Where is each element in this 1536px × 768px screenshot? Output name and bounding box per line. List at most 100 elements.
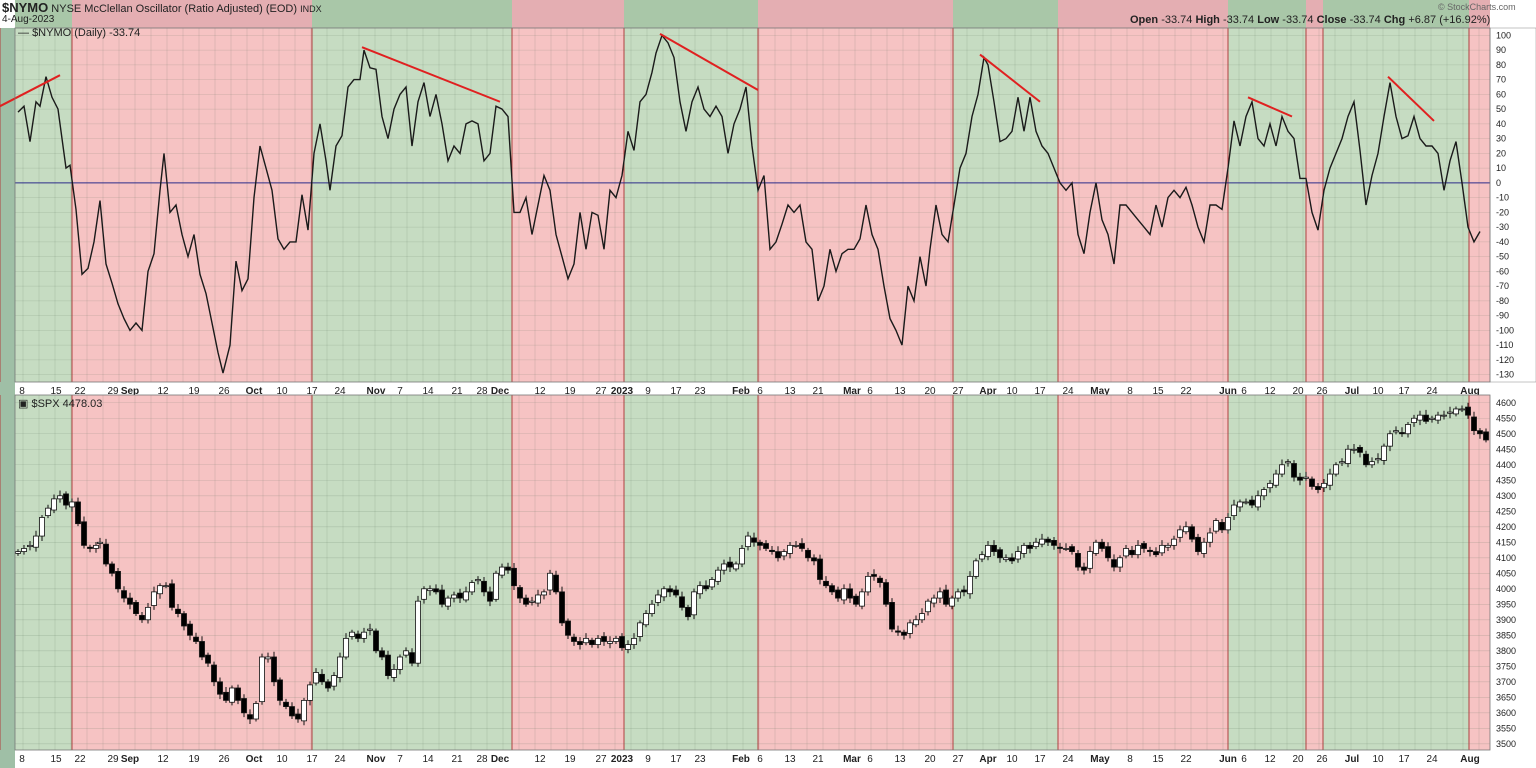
nymo-xtick-label: 15 bbox=[1152, 386, 1164, 397]
spx-xtick-label: 13 bbox=[894, 754, 906, 765]
spx-xtick-label: Aug bbox=[1460, 754, 1479, 765]
nymo-ytick-label: -100 bbox=[1496, 325, 1514, 335]
spx-candle-body bbox=[721, 563, 727, 571]
spx-xtick-label: Jul bbox=[1345, 754, 1360, 765]
spx-xtick-label: Apr bbox=[979, 754, 996, 765]
spx-candle-body bbox=[589, 639, 595, 645]
nymo-zone-red bbox=[512, 28, 624, 382]
header-zone bbox=[15, 0, 72, 28]
spx-candle-body bbox=[151, 591, 157, 606]
spx-frame bbox=[14, 394, 1491, 751]
high-label: High bbox=[1195, 14, 1220, 26]
divergence-trend-line bbox=[659, 33, 759, 91]
header-date: 4-Aug-2023 bbox=[2, 14, 55, 25]
nymo-ytick-label: 100 bbox=[1496, 30, 1511, 40]
high-value: -33.74 bbox=[1222, 14, 1255, 26]
header-zone bbox=[1469, 0, 1490, 28]
spx-candle-body bbox=[817, 558, 823, 580]
spx-xtick-label: 26 bbox=[1316, 754, 1328, 765]
spx-candle-body bbox=[655, 594, 661, 603]
spx-candle-body bbox=[601, 636, 607, 642]
divergence-trend-line bbox=[1387, 75, 1435, 122]
spx-candle-body bbox=[811, 557, 817, 562]
spx-ytick-label: 3550 bbox=[1496, 723, 1516, 733]
spx-candle-body bbox=[121, 590, 127, 599]
spx-candle-body bbox=[247, 714, 253, 720]
nymo-xtick-label: 9 bbox=[645, 386, 651, 397]
spx-candle-body bbox=[517, 587, 523, 599]
spx-candle-body bbox=[1039, 538, 1045, 545]
spx-candle-body bbox=[1249, 499, 1255, 506]
spx-candle-body bbox=[787, 544, 793, 554]
header-zone bbox=[1306, 0, 1323, 28]
spx-candle-body bbox=[1417, 414, 1423, 421]
spx-xtick-label: 20 bbox=[1292, 754, 1304, 765]
spx-ytick-label: 4400 bbox=[1496, 460, 1516, 470]
spx-candle-body bbox=[415, 600, 421, 664]
nymo-zone-green bbox=[1228, 28, 1306, 382]
spx-zone-red bbox=[512, 395, 624, 750]
open-label: Open bbox=[1130, 14, 1159, 26]
header-zone bbox=[1323, 0, 1469, 28]
spx-candle-body bbox=[1243, 501, 1249, 504]
spx-candle-body bbox=[709, 579, 715, 588]
spx-candle-body bbox=[703, 585, 709, 590]
spx-candle-body bbox=[307, 684, 313, 701]
spx-candle-body bbox=[985, 544, 991, 557]
spx-candle-body bbox=[75, 501, 81, 525]
nymo-xtick-label: 17 bbox=[1398, 386, 1410, 397]
spx-candle-body bbox=[1051, 540, 1057, 546]
spx-ytick-label: 3950 bbox=[1496, 599, 1516, 609]
spx-candle-body bbox=[799, 543, 805, 549]
header-left: $NYMO NYSE McClellan Oscillator (Ratio A… bbox=[2, 0, 322, 15]
spx-candle-body bbox=[1225, 517, 1231, 531]
spx-candle-body bbox=[1123, 548, 1129, 557]
spx-panel: 4600 4550 4500 4450 4400 4350 4300 4250 4200 4150… bbox=[0, 394, 1516, 765]
spx-candle-body bbox=[1357, 446, 1363, 453]
spx-xtick-label: 6 bbox=[1241, 754, 1247, 765]
spx-ytick-label: 4150 bbox=[1496, 537, 1516, 547]
spx-legend-text: $SPX 4478.03 bbox=[31, 398, 103, 410]
spx-candle-body bbox=[1195, 536, 1201, 552]
spx-candle-body bbox=[1177, 529, 1183, 538]
spx-candle-body bbox=[943, 589, 949, 605]
spx-candle-body bbox=[1171, 538, 1177, 546]
spx-candle-body bbox=[583, 637, 589, 644]
spx-candle-body bbox=[487, 591, 493, 602]
spx-candle-body bbox=[349, 631, 355, 637]
spx-candle-body bbox=[1213, 520, 1219, 532]
nymo-ytick-label: 10 bbox=[1496, 163, 1506, 173]
spx-candle-body bbox=[1135, 544, 1141, 556]
spx-candle-body bbox=[1081, 566, 1087, 571]
spx-xtick-label: 26 bbox=[218, 754, 230, 765]
spx-ytick-label: 4100 bbox=[1496, 553, 1516, 563]
spx-candle-body bbox=[667, 588, 673, 593]
spx-candle-body bbox=[1363, 453, 1369, 466]
nymo-xtick-label: Dec bbox=[491, 386, 510, 397]
spx-candle-body bbox=[1255, 495, 1261, 508]
spx-candle-body bbox=[1315, 486, 1321, 490]
spx-candle-body bbox=[661, 588, 667, 598]
nymo-xtick-label: 10 bbox=[1372, 386, 1384, 397]
nymo-xtick-label: 17 bbox=[1034, 386, 1046, 397]
spx-candle-body bbox=[913, 619, 919, 626]
spx-ytick-label: 4500 bbox=[1496, 429, 1516, 439]
spx-candle-body bbox=[1279, 464, 1285, 475]
nymo-zone-red bbox=[1469, 28, 1490, 382]
spx-candle-body bbox=[931, 597, 937, 604]
spx-candle-body bbox=[145, 606, 151, 621]
spx-xtick-label: 19 bbox=[188, 754, 200, 765]
spx-xtick-label: 6 bbox=[757, 754, 763, 765]
nymo-zone-red bbox=[1058, 28, 1228, 382]
spx-candle-body bbox=[163, 585, 169, 588]
spx-candle-body bbox=[397, 656, 403, 670]
symbol: $NYMO bbox=[2, 0, 49, 15]
nymo-ytick-label: 50 bbox=[1496, 104, 1506, 114]
spx-candle-body bbox=[1027, 544, 1033, 549]
spx-candle-body bbox=[1435, 414, 1441, 421]
spx-candle-body bbox=[97, 541, 103, 544]
nymo-ytick-label: -40 bbox=[1496, 237, 1509, 247]
spx-xtick-label: 28 bbox=[476, 754, 488, 765]
spx-candle-body bbox=[1045, 538, 1051, 543]
spx-candle-body bbox=[499, 566, 505, 576]
